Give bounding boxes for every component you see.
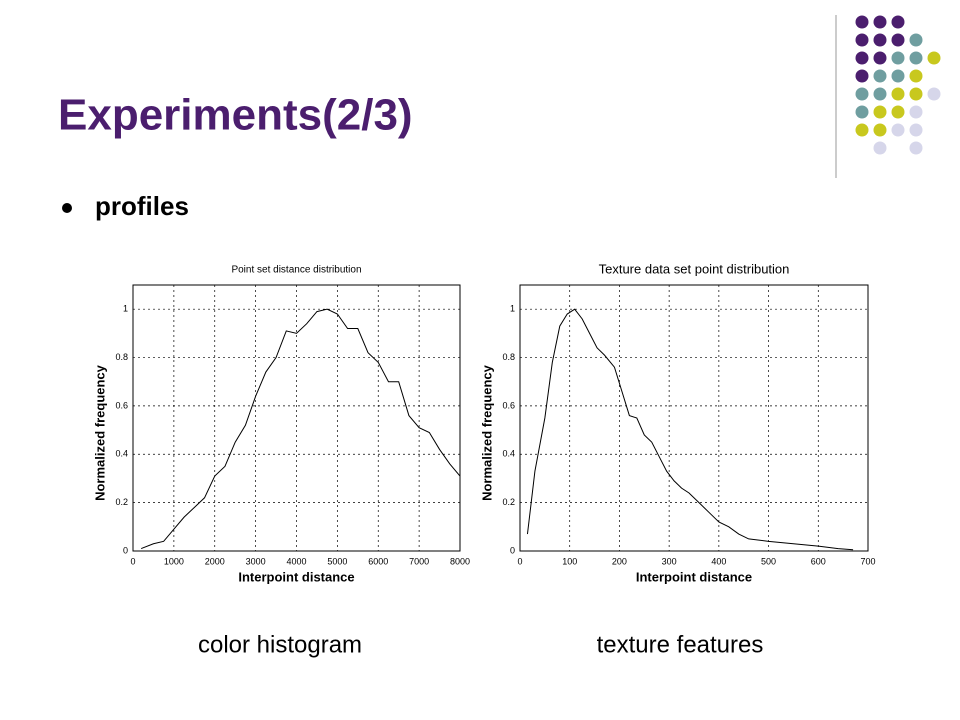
x-tick-label: 0 — [517, 556, 522, 566]
y-tick-label: 0 — [510, 545, 515, 555]
y-tick-label: 0.6 — [115, 400, 128, 410]
x-tick-label: 700 — [860, 556, 875, 566]
y-tick-label: 0.4 — [115, 449, 128, 459]
dot — [873, 105, 887, 119]
dot — [927, 51, 941, 65]
y-tick-label: 0.2 — [502, 497, 515, 507]
x-tick-label: 300 — [662, 556, 677, 566]
chart-title: Point set distance distribution — [231, 265, 361, 276]
x-tick-label: 4000 — [286, 556, 306, 566]
x-tick-label: 6000 — [368, 556, 388, 566]
y-axis-label: Normalized frequency — [92, 364, 107, 501]
dot — [909, 33, 923, 47]
x-tick-label: 100 — [562, 556, 577, 566]
dot — [873, 51, 887, 65]
dot — [891, 123, 905, 137]
x-axis-label: Interpoint distance — [636, 569, 752, 584]
x-tick-label: 0 — [130, 556, 135, 566]
dot — [873, 141, 887, 155]
data-line — [140, 308, 461, 550]
x-axis-label: Interpoint distance — [238, 569, 354, 584]
dot — [873, 87, 887, 101]
dot — [855, 69, 869, 83]
dot — [909, 69, 923, 83]
x-tick-label: 8000 — [450, 556, 470, 566]
dot — [909, 51, 923, 65]
y-tick-label: 0.4 — [502, 449, 515, 459]
y-tick-label: 1 — [510, 304, 515, 314]
x-tick-label: 400 — [711, 556, 726, 566]
dot — [891, 69, 905, 83]
x-tick-label: 3000 — [246, 556, 266, 566]
dot — [891, 15, 905, 29]
dot — [909, 105, 923, 119]
dot — [909, 123, 923, 137]
bullet-text: profiles — [95, 191, 189, 221]
slide-title: Experiments(2/3) — [58, 91, 413, 140]
dot — [909, 87, 923, 101]
dot — [873, 123, 887, 137]
caption: color histogram — [198, 631, 362, 658]
dot — [873, 15, 887, 29]
x-tick-label: 5000 — [327, 556, 347, 566]
dot — [891, 87, 905, 101]
y-tick-label: 0.8 — [502, 352, 515, 362]
y-axis-label: Normalized frequency — [479, 364, 494, 501]
dot — [873, 69, 887, 83]
dot — [855, 87, 869, 101]
y-tick-label: 0.2 — [115, 497, 128, 507]
dot — [891, 33, 905, 47]
dot — [927, 87, 941, 101]
dot — [891, 105, 905, 119]
dot — [855, 33, 869, 47]
x-tick-label: 500 — [761, 556, 776, 566]
dot — [855, 123, 869, 137]
x-tick-label: 7000 — [409, 556, 429, 566]
dot — [855, 15, 869, 29]
dot — [855, 105, 869, 119]
decoration — [855, 15, 941, 155]
plot-frame — [519, 284, 869, 552]
x-tick-label: 200 — [612, 556, 627, 566]
caption: texture features — [597, 631, 764, 658]
x-tick-label: 600 — [811, 556, 826, 566]
dot — [873, 33, 887, 47]
x-tick-label: 1000 — [164, 556, 184, 566]
x-tick-label: 2000 — [205, 556, 225, 566]
dot — [891, 51, 905, 65]
y-tick-label: 0.8 — [115, 352, 128, 362]
y-tick-label: 0 — [123, 545, 128, 555]
dot — [909, 141, 923, 155]
chart-title: Texture data set point distribution — [599, 261, 790, 276]
bullet-dot — [62, 203, 72, 213]
data-line — [526, 308, 854, 551]
y-tick-label: 0.6 — [502, 400, 515, 410]
y-tick-label: 1 — [123, 304, 128, 314]
dot — [855, 51, 869, 65]
